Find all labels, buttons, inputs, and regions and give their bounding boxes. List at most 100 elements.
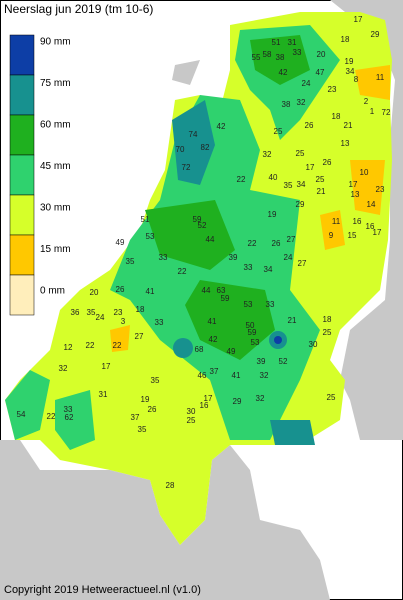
station-value: 10 bbox=[360, 168, 369, 177]
station-value: 25 bbox=[316, 175, 325, 184]
station-value: 25 bbox=[296, 149, 305, 158]
station-value: 33 bbox=[293, 48, 302, 57]
station-value: 18 bbox=[323, 315, 332, 324]
station-value: 38 bbox=[276, 53, 285, 62]
station-value: 39 bbox=[229, 253, 238, 262]
station-value: 30 bbox=[187, 407, 196, 416]
station-value: 51 bbox=[141, 215, 150, 224]
station-value: 23 bbox=[114, 308, 123, 317]
station-value: 41 bbox=[208, 317, 217, 326]
station-value: 32 bbox=[59, 364, 68, 373]
station-value: 51 bbox=[272, 38, 281, 47]
station-value: 17 bbox=[204, 394, 213, 403]
station-value: 35 bbox=[126, 257, 135, 266]
station-value: 37 bbox=[210, 367, 219, 376]
station-value: 17 bbox=[349, 180, 358, 189]
station-value: 32 bbox=[263, 150, 272, 159]
station-value: 28 bbox=[166, 481, 175, 490]
station-value: 25 bbox=[323, 328, 332, 337]
station-value: 70 bbox=[176, 145, 185, 154]
station-value: 26 bbox=[272, 239, 281, 248]
station-value: 23 bbox=[376, 185, 385, 194]
legend-swatch bbox=[9, 234, 35, 276]
legend-label: 60 mm bbox=[40, 120, 71, 131]
station-value: 21 bbox=[288, 316, 297, 325]
legend-swatch bbox=[9, 274, 35, 316]
station-value: 44 bbox=[202, 286, 211, 295]
station-value: 35 bbox=[284, 181, 293, 190]
legend-swatch bbox=[9, 194, 35, 236]
station-value: 33 bbox=[159, 253, 168, 262]
station-value: 24 bbox=[284, 253, 293, 262]
station-value: 3 bbox=[121, 317, 126, 326]
station-value: 32 bbox=[297, 98, 306, 107]
station-value: 11 bbox=[332, 217, 341, 226]
station-value: 44 bbox=[206, 235, 215, 244]
station-value: 32 bbox=[260, 371, 269, 380]
legend-swatch bbox=[9, 154, 35, 196]
station-value: 29 bbox=[296, 200, 305, 209]
legend-label: 90 mm bbox=[40, 37, 71, 48]
station-value: 63 bbox=[217, 286, 226, 295]
station-value: 8 bbox=[354, 75, 359, 84]
station-value: 38 bbox=[282, 100, 291, 109]
station-value: 50 bbox=[246, 321, 255, 330]
station-value: 22 bbox=[237, 175, 246, 184]
station-value: 19 bbox=[141, 395, 150, 404]
station-value: 25 bbox=[327, 393, 336, 402]
station-value: 30 bbox=[309, 340, 318, 349]
station-value: 42 bbox=[279, 68, 288, 77]
station-value: 35 bbox=[87, 308, 96, 317]
station-value: 12 bbox=[64, 343, 73, 352]
station-value: 72 bbox=[182, 163, 191, 172]
station-value: 19 bbox=[345, 57, 354, 66]
station-value: 41 bbox=[232, 371, 241, 380]
station-value: 24 bbox=[302, 79, 311, 88]
station-value: 49 bbox=[227, 347, 236, 356]
station-value: 35 bbox=[138, 425, 147, 434]
station-value: 39 bbox=[257, 357, 266, 366]
station-value: 52 bbox=[198, 221, 207, 230]
station-value: 54 bbox=[17, 410, 26, 419]
station-value: 17 bbox=[373, 228, 382, 237]
station-value: 34 bbox=[264, 265, 273, 274]
station-value: 2 bbox=[364, 97, 369, 106]
station-value: 22 bbox=[178, 267, 187, 276]
station-value: 22 bbox=[47, 412, 56, 421]
station-value: 27 bbox=[298, 259, 307, 268]
station-value: 68 bbox=[195, 345, 204, 354]
station-value: 26 bbox=[323, 158, 332, 167]
station-value: 59 bbox=[248, 328, 257, 337]
station-value: 27 bbox=[135, 332, 144, 341]
station-value: 15 bbox=[348, 231, 357, 240]
station-value: 13 bbox=[351, 190, 360, 199]
precipitation-field bbox=[5, 12, 392, 545]
station-value: 19 bbox=[268, 210, 277, 219]
legend-label: 30 mm bbox=[40, 203, 71, 214]
station-value: 53 bbox=[251, 338, 260, 347]
station-value: 13 bbox=[341, 139, 350, 148]
station-value: 1 bbox=[370, 107, 375, 116]
station-value: 62 bbox=[65, 413, 74, 422]
station-value: 11 bbox=[376, 73, 385, 82]
station-value: 33 bbox=[155, 318, 164, 327]
station-value: 21 bbox=[317, 187, 326, 196]
station-value: 53 bbox=[146, 232, 155, 241]
station-value: 52 bbox=[279, 357, 288, 366]
station-value: 31 bbox=[99, 390, 108, 399]
legend-label: 75 mm bbox=[40, 78, 71, 89]
legend-label: 0 mm bbox=[40, 286, 65, 297]
station-value: 29 bbox=[233, 397, 242, 406]
station-value: 58 bbox=[263, 50, 272, 59]
station-value: 17 bbox=[354, 15, 363, 24]
station-value: 17 bbox=[306, 163, 315, 172]
station-value: 33 bbox=[244, 263, 253, 272]
station-value: 34 bbox=[346, 67, 355, 76]
legend-label: 45 mm bbox=[40, 161, 71, 172]
station-value: 25 bbox=[274, 127, 283, 136]
legend-swatch bbox=[9, 74, 35, 116]
station-value: 25 bbox=[187, 416, 196, 425]
station-value: 40 bbox=[269, 173, 278, 182]
